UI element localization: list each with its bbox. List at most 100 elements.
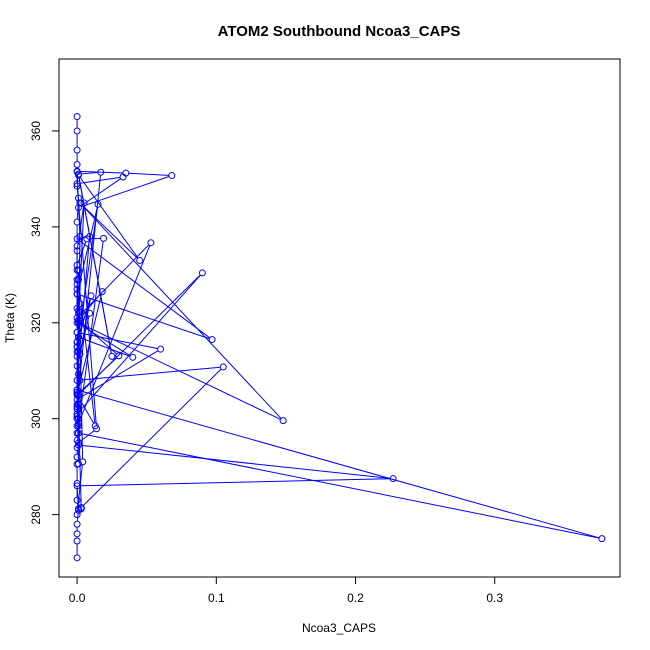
series-line-segment <box>80 170 123 174</box>
data-point <box>73 338 81 346</box>
series-line-segment <box>77 316 79 320</box>
data-point <box>73 280 81 288</box>
series-line-segment <box>81 171 98 175</box>
data-point <box>73 127 81 135</box>
data-point <box>73 520 81 528</box>
series-line-segment <box>79 177 139 259</box>
series-line-segment <box>78 244 150 317</box>
series-line-segment <box>76 201 79 220</box>
data-point <box>73 482 81 490</box>
data-point <box>74 348 82 356</box>
data-point <box>73 290 81 298</box>
series-line-segment <box>79 323 131 357</box>
data-point <box>76 199 84 207</box>
data-point <box>74 439 82 447</box>
y-tick-label: 280 <box>29 504 43 524</box>
data-point <box>73 261 81 269</box>
data-point <box>77 503 85 511</box>
data-point <box>87 292 95 300</box>
series-line-segment <box>77 407 79 412</box>
y-tick-label: 300 <box>29 408 43 428</box>
data-point <box>73 554 81 562</box>
data-point <box>73 168 81 176</box>
data-point <box>157 345 165 353</box>
data-point <box>80 199 88 207</box>
data-point <box>97 168 105 176</box>
y-tick-label: 340 <box>29 217 43 237</box>
data-point <box>98 288 106 296</box>
data-point <box>73 218 81 226</box>
data-point <box>147 239 155 247</box>
data-point <box>100 234 108 242</box>
data-point <box>73 410 81 418</box>
series-line-segment <box>78 241 104 424</box>
data-point <box>74 400 82 408</box>
data-point <box>208 336 216 344</box>
series-line-segment <box>77 383 80 388</box>
data-point <box>73 266 81 274</box>
series-line-segment <box>79 236 87 239</box>
data-point <box>73 285 81 293</box>
series-line-segment <box>77 241 87 263</box>
data-point <box>86 309 94 317</box>
data-point <box>73 412 81 420</box>
data-point <box>73 113 81 121</box>
data-point <box>73 376 81 384</box>
series-line-segment <box>77 207 98 292</box>
data-point <box>73 235 81 243</box>
data-point <box>73 328 81 336</box>
data-point <box>74 333 82 341</box>
series-line-segment <box>81 204 138 259</box>
data-point <box>73 530 81 538</box>
data-point <box>76 376 84 384</box>
series-line-segment <box>79 176 121 184</box>
series-line-segment <box>76 189 79 196</box>
data-point <box>74 194 82 202</box>
x-axis: 0.0 0.1 0.2 0.3 <box>69 576 503 605</box>
data-point <box>219 363 227 371</box>
series-line-segment <box>80 293 101 319</box>
x-tick-label: 0.0 <box>69 591 86 605</box>
y-axis-label: Theta (K) <box>3 293 17 343</box>
series-line-segment <box>78 207 99 335</box>
data-point <box>73 304 81 312</box>
data-point <box>279 417 287 425</box>
data-point <box>73 479 81 487</box>
data-point <box>108 352 116 360</box>
data-point <box>74 422 82 430</box>
data-point <box>74 420 82 428</box>
data-point <box>73 343 81 351</box>
data-point <box>73 182 81 190</box>
y-tick-label: 320 <box>29 312 43 332</box>
series-line-segment <box>79 350 159 399</box>
data-point <box>73 405 81 413</box>
data-point <box>129 353 137 361</box>
data-point <box>79 458 87 466</box>
data-point <box>73 386 81 394</box>
data-point <box>168 172 176 180</box>
data-point <box>73 247 81 255</box>
series-line-segment <box>80 178 121 207</box>
series-line-segment <box>81 444 391 479</box>
series-line-segment <box>80 274 201 393</box>
data-point <box>115 352 123 360</box>
series-line-segment <box>76 464 83 512</box>
data-point <box>74 429 82 437</box>
series-line-segment <box>79 332 158 350</box>
data-point <box>198 269 206 277</box>
data-point <box>73 362 81 370</box>
series-line-segment <box>79 390 600 539</box>
data-point <box>598 535 606 543</box>
y-axis: 280 300 320 340 360 <box>29 121 60 525</box>
series-line-segment <box>80 430 95 442</box>
data-point <box>119 173 127 181</box>
data-point <box>73 453 81 461</box>
series-line-segment <box>128 172 169 176</box>
data-point <box>74 204 82 212</box>
series-line-segment <box>76 392 79 402</box>
data-point <box>83 235 91 243</box>
data-point <box>73 161 81 169</box>
data-point <box>73 276 81 284</box>
